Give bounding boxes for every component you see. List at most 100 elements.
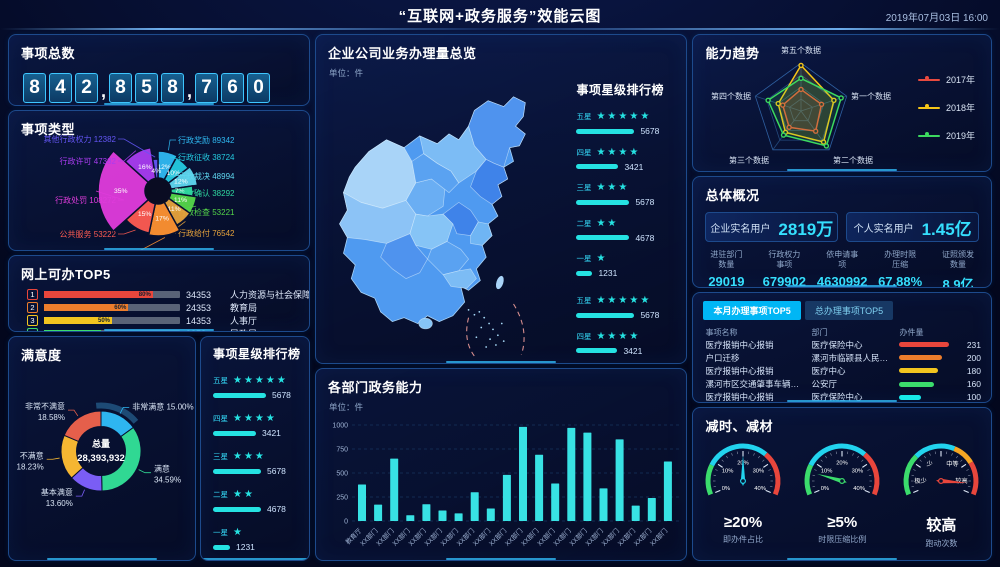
legend-item[interactable]: 2019年 — [917, 129, 975, 142]
star-bar — [576, 128, 635, 134]
row-department: 人事厅 — [230, 316, 258, 327]
star-icons: ★★★ — [596, 182, 630, 193]
star-icons: ★★★★ — [233, 413, 277, 424]
rank-badge: 1 — [27, 289, 38, 301]
stat-value: 67.88% — [878, 273, 923, 288]
svg-text:满意: 满意 — [154, 464, 170, 474]
svg-text:中等: 中等 — [947, 460, 959, 468]
star-value: 5678 — [640, 126, 660, 136]
stat-value: 8.9亿 — [942, 276, 974, 288]
table-row: 医疗报销中心报销 医疗保险中心 100 — [705, 391, 981, 403]
col-header-name: 事项名称 — [705, 328, 738, 337]
svg-text:0: 0 — [344, 519, 348, 526]
stat-box-enterprise-users: 企业实名用户 2819万 — [705, 212, 839, 242]
table-tab[interactable]: 总办理事项TOP5 — [804, 301, 894, 320]
star-ranking-row: 二星 ★★ 4678 — [576, 213, 680, 243]
svg-text:行政确认 38292: 行政确认 38292 — [178, 188, 235, 198]
col-header-volume: 办件量 — [899, 328, 924, 337]
svg-text:第二个数据: 第二个数据 — [833, 155, 873, 165]
legend-item[interactable]: 2017年 — [917, 73, 975, 86]
star-tier-label: 四星 — [576, 331, 592, 341]
map-unit-label: 单位：件 — [329, 68, 364, 78]
star-tier-label: 三星 — [213, 452, 228, 461]
progress-fill: 50% — [44, 317, 112, 325]
progress-fill: 80% — [44, 291, 153, 299]
row-item-name: 医疗报销中心报销 — [705, 339, 774, 350]
rank-badge: 2 — [27, 302, 38, 314]
legend-marker — [917, 75, 940, 81]
dept-unit-label: 单位：件 — [329, 402, 364, 412]
star-tier-label: 三星 — [576, 183, 592, 192]
svg-text:较高: 较高 — [956, 477, 968, 485]
star-icons: ★ — [233, 527, 244, 538]
row-value: 231 — [966, 339, 981, 350]
svg-text:行政奖励 89342: 行政奖励 89342 — [178, 135, 235, 145]
progress-track: 50% — [44, 317, 180, 325]
svg-text:XX部门: XX部门 — [648, 526, 670, 548]
star-ranking-map-block: 事项星级排行榜 五星 ★★★★★ 5678 四星 ★★★★ 3421 三星 ★★★ 5678 二星… — [576, 81, 680, 363]
panel-title-star-ranking-map: 事项星级排行榜 — [576, 83, 664, 97]
svg-text:基本满意: 基本满意 — [41, 487, 73, 497]
svg-text:行政许可 47382: 行政许可 47382 — [60, 156, 117, 166]
digit-cell: 2 — [75, 73, 98, 103]
star-value: 5678 — [635, 197, 655, 207]
row-department: 民政局 — [230, 327, 257, 331]
right-column: 能力趋势 第一个数据 第二个数据 第三个数据 第四个数据 第五个数据 2017年 2018… — [692, 34, 992, 561]
digit-cell: 8 — [23, 73, 46, 103]
south-china-sea-islands — [467, 308, 505, 348]
row-bar — [899, 394, 951, 400]
online-top5-row: 3 50% 14353 人事厅 — [27, 315, 301, 327]
svg-text:1000: 1000 — [332, 423, 348, 430]
star-ranking-row: 四星 ★★★★ 3421 — [576, 142, 680, 172]
star-ranking-row: 二星 ★★ 4678 — [213, 484, 299, 514]
row-bar — [899, 381, 951, 387]
stat-value: 4630992 — [816, 273, 868, 288]
svg-text:35%: 35% — [114, 188, 128, 195]
table-tab[interactable]: 本月办理事项TOP5 — [703, 301, 801, 320]
row-item-name: 医疗报销中心报销 — [705, 392, 774, 403]
overview-stat: 依申请事 项 4630992 — [813, 250, 871, 288]
star-icons: ★★★★ — [596, 146, 641, 158]
star-icons: ★★★★ — [596, 330, 641, 342]
stat-box-value: 2819万 — [778, 219, 834, 239]
panel-satisfaction: 满意度 非常满意 15.00% 满意 34.59% 基本满意 13.60% 不满意 18.2… — [8, 336, 196, 561]
svg-text:公共服务 53222: 公共服务 53222 — [60, 229, 117, 239]
svg-text:30%: 30% — [852, 469, 864, 475]
svg-text:第一个数据: 第一个数据 — [851, 91, 891, 101]
stat-box-value: 1.45亿 — [921, 219, 972, 239]
svg-text:12%: 12% — [157, 164, 171, 171]
svg-text:0%: 0% — [821, 486, 829, 492]
legend-label: 2017年 — [945, 75, 975, 85]
legend-item[interactable]: 2018年 — [917, 101, 975, 114]
panel-star-ranking-small: 事项星级排行榜 五星 ★★★★★ 5678 四星 ★★★★ 3421 三星 ★★★ 5678 二星… — [200, 336, 310, 561]
star-ranking-row: 五星 ★★★★★ 5678 — [213, 370, 299, 400]
page-header: “互联网+政务服务”效能云图 2019年07月03日 16:00 — [0, 0, 1000, 30]
stat-label: 行政权力 事项 — [768, 250, 801, 270]
stat-box-label: 个人实名用户 — [853, 223, 914, 235]
star-value: 3421 — [624, 161, 644, 172]
rank-badge: 3 — [27, 315, 38, 327]
panel-title-total: 事项总数 — [21, 46, 76, 61]
table-row: 户口迁移 漯河市临颍县人民社保... 200 — [705, 351, 981, 364]
star-tier-label: 一星 — [213, 528, 228, 537]
digit-cell: 4 — [49, 73, 72, 103]
panel-title-star-ranking-small: 事项星级排行榜 — [213, 347, 301, 361]
svg-text:17%: 17% — [155, 216, 169, 223]
row-department: 漯河市临颍县人民社保... — [811, 352, 900, 363]
star-ranking-row: 三星 ★★★ 5678 — [576, 177, 680, 207]
svg-text:500: 500 — [336, 471, 348, 478]
star-icons: ★ — [596, 253, 608, 264]
star-ranking-row: 四星 ★★★★ 3421 — [213, 408, 299, 438]
gauge-dial: 0%10%20%30%40% — [705, 443, 781, 496]
gauge-value: ≥20% — [723, 514, 763, 531]
progress-fill: 60% — [44, 304, 129, 312]
top5-table-rows: 医疗报销中心报销 医疗保险中心 231 户口迁移 漯河市临颍县人民社保... 200 医疗报… — [693, 338, 991, 403]
panel-item-types: 事项类型 12% 行政奖励 89342 10% 行政征收 38724 12% 行政裁决 4… — [8, 110, 310, 251]
gauge: 极少少中等 较高 较高 跑动次数 — [892, 437, 991, 549]
row-bar — [899, 368, 951, 374]
stat-label: 依申请事 项 — [826, 250, 859, 270]
radar-legend: 2017年 2018年 2019年 — [917, 73, 975, 142]
panel-overview: 总体概况 企业实名用户 2819万 个人实名用户 1.45亿 进驻部门 数量 29… — [692, 176, 992, 288]
row-item-name: 户口迁移 — [705, 352, 740, 363]
